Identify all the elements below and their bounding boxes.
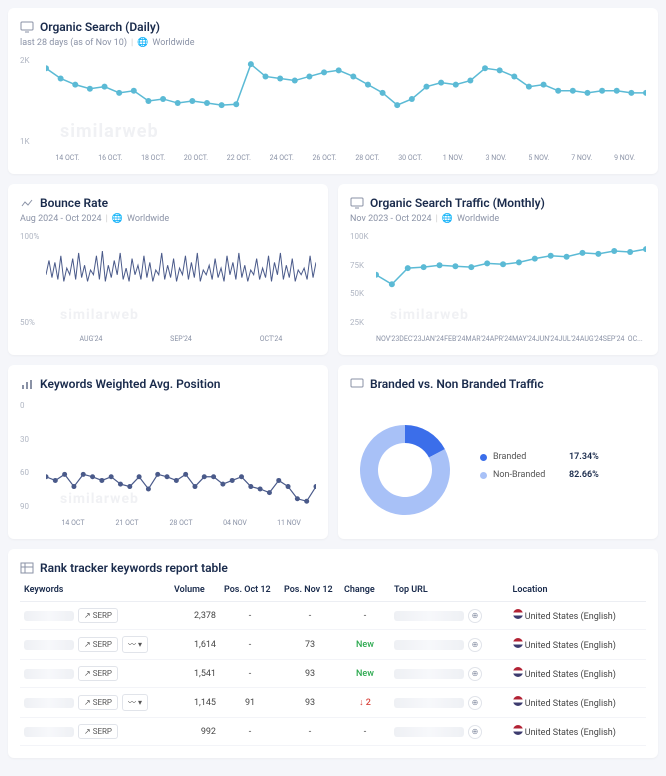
bounce-rate-card: Bounce Rate Aug 2024 - Oct 2024 | 🌐 Worl… xyxy=(8,184,328,355)
column-header[interactable]: Top URL xyxy=(390,579,509,602)
rank-tracker-card: Rank tracker keywords report table Keywo… xyxy=(8,549,658,758)
card-title: Rank tracker keywords report table xyxy=(40,561,228,575)
table-row: ↗ SERP 〰 ▾ 1,1459193↓ 2⊕ United States (… xyxy=(20,688,646,718)
card-title: Keywords Weighted Avg. Position xyxy=(40,377,220,391)
table-row: ↗ SERP 1,541-93New⊕ United States (Engli… xyxy=(20,660,646,688)
branded-donut: Branded17.34% Non-Branded82.66% xyxy=(350,395,646,525)
card-subtitle: last 28 days (as of Nov 10) | 🌐 Worldwid… xyxy=(20,38,646,48)
card-title: Bounce Rate xyxy=(40,196,108,210)
bars-icon xyxy=(20,377,34,391)
organic-monthly-card: Organic Search Traffic (Monthly) Nov 202… xyxy=(338,184,658,355)
serp-button[interactable]: ↗ SERP xyxy=(78,666,118,681)
serp-button[interactable]: ↗ SERP xyxy=(78,695,118,710)
table-row: ↗ SERP 992---⊕ United States (English) xyxy=(20,718,646,746)
bounce-icon xyxy=(20,196,34,210)
column-header[interactable]: Change xyxy=(340,579,390,602)
flag-icon xyxy=(513,638,523,648)
flag-icon xyxy=(513,725,523,735)
keywords-position-chart: 0306090 similarweb 14 OCT21 OCT28 OCT04 … xyxy=(20,401,316,527)
keywords-position-card: Keywords Weighted Avg. Position 0306090 … xyxy=(8,365,328,539)
serp-button[interactable]: ↗ SERP xyxy=(78,637,118,652)
organic-daily-card: Organic Search (Daily) last 28 days (as … xyxy=(8,8,658,174)
flag-icon xyxy=(513,667,523,677)
monitor-icon xyxy=(20,20,34,34)
table-row: ↗ SERP 2,378---⊕ United States (English) xyxy=(20,602,646,630)
card-title: Organic Search (Daily) xyxy=(40,20,160,34)
legend-row: Branded17.34% xyxy=(480,452,599,462)
card-title: Branded vs. Non Branded Traffic xyxy=(370,377,544,391)
serp-button[interactable]: ↗ SERP xyxy=(78,724,118,739)
column-header[interactable]: Volume xyxy=(170,579,220,602)
card-title: Organic Search Traffic (Monthly) xyxy=(370,196,545,210)
url-open-button[interactable]: ⊕ xyxy=(468,725,482,739)
column-header[interactable]: Keywords xyxy=(20,579,170,602)
card-subtitle: Nov 2023 - Oct 2024 | 🌐 Worldwide xyxy=(350,214,646,224)
url-open-button[interactable]: ⊕ xyxy=(468,667,482,681)
column-header[interactable]: Pos. Oct 12 xyxy=(220,579,280,602)
globe-icon: 🌐 xyxy=(112,214,123,224)
organic-monthly-chart: 100K75K50K25K similarweb NOV'23DEC'23JAN… xyxy=(350,232,646,343)
flag-icon xyxy=(513,696,523,706)
organic-daily-chart: 2K1K similarweb 14 OCT.16 OCT.18 OCT.20 … xyxy=(20,56,646,162)
legend-row: Non-Branded82.66% xyxy=(480,470,599,480)
bounce-chart: 100%50% similarweb AUG'24SEP'24OCT'24 xyxy=(20,232,316,343)
url-open-button[interactable]: ⊕ xyxy=(468,696,482,710)
table-row: ↗ SERP 〰 ▾ 1,614-73New⊕ United States (E… xyxy=(20,630,646,660)
trend-button[interactable]: 〰 ▾ xyxy=(122,694,148,711)
branded-card: Branded vs. Non Branded Traffic Branded1… xyxy=(338,365,658,539)
serp-button[interactable]: ↗ SERP xyxy=(78,608,118,623)
trend-button[interactable]: 〰 ▾ xyxy=(122,636,148,653)
monitor-icon xyxy=(350,196,364,210)
card-subtitle: Aug 2024 - Oct 2024 | 🌐 Worldwide xyxy=(20,214,316,224)
flag-icon xyxy=(513,609,523,619)
url-open-button[interactable]: ⊕ xyxy=(468,609,482,623)
column-header[interactable]: Location xyxy=(509,579,647,602)
url-open-button[interactable]: ⊕ xyxy=(468,638,482,652)
table-icon xyxy=(20,561,34,575)
monitor-icon xyxy=(350,377,364,391)
column-header[interactable]: Pos. Nov 12 xyxy=(280,579,340,602)
globe-icon: 🌐 xyxy=(137,38,148,48)
globe-icon: 🌐 xyxy=(442,214,453,224)
rank-table: KeywordsVolumePos. Oct 12Pos. Nov 12Chan… xyxy=(20,579,646,746)
